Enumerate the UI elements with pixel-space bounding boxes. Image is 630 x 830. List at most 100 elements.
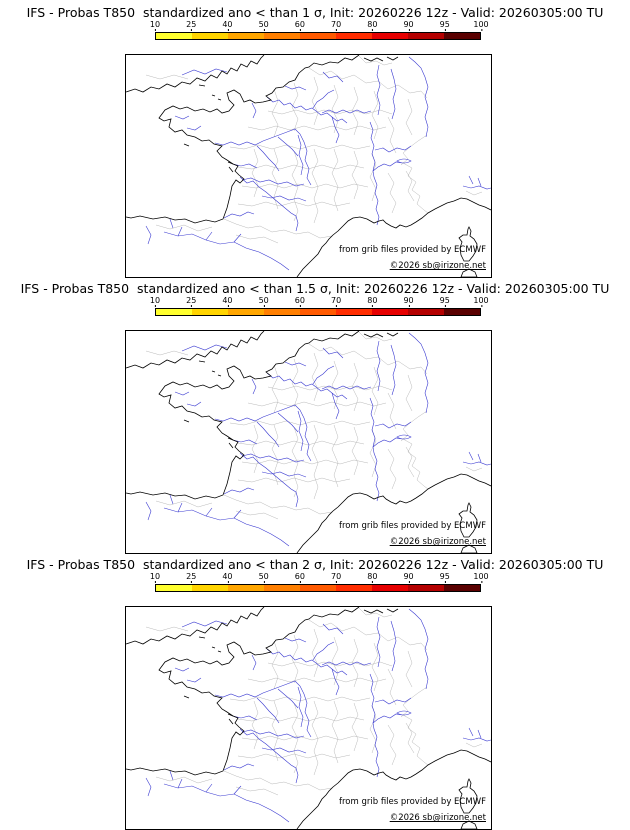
colorbar-ticks: 10 25 40 50 60 70 80 90 95 100: [150, 572, 489, 583]
colorbar-tick-label: 95: [439, 296, 450, 307]
colorbar-tick-label: 70: [331, 296, 342, 307]
river-path-southwest: [223, 728, 307, 784]
coastlines-group: [126, 607, 491, 829]
colorbar-segment: [156, 585, 192, 591]
france-map: [126, 55, 491, 277]
coastline-england: [126, 607, 265, 645]
colorbar-ticks: 10 25 40 50 60 70 80 90 95 100: [150, 296, 489, 307]
rivers-group: [145, 56, 491, 271]
france-map: [126, 607, 491, 829]
ecmwf-credit-text: from grib files provided by ECMWF: [339, 521, 486, 531]
colorbar-tick-label: 10: [149, 20, 161, 31]
forecast-panel-2sigma: IFS - Probas T850 standardized ano < tha…: [0, 552, 630, 830]
colorbar-tick-label: 90: [403, 296, 414, 307]
colorbar-segment: [192, 309, 228, 315]
river-path-rhone: [369, 673, 412, 778]
copyright-text: ©2026 sb@irizone.net: [389, 813, 486, 823]
colorbar-segment: [156, 33, 192, 39]
coastlines-group: [126, 331, 491, 553]
colorbar-segment: [228, 309, 264, 315]
colorbar-segment: [444, 33, 480, 39]
forecast-panel-1sigma: IFS - Probas T850 standardized ano < tha…: [0, 0, 630, 278]
river-path-loire: [174, 391, 312, 462]
colorbar-bar: [155, 584, 481, 592]
colorbar-tick-label: 95: [439, 20, 450, 31]
colorbar-tick-label: 40: [222, 572, 233, 583]
colorbar-segment: [372, 585, 408, 591]
colorbar-tick-label: 40: [222, 296, 233, 307]
admin-borders-group: [145, 55, 483, 244]
admin-borders-group: [145, 607, 483, 796]
panel-title: IFS - Probas T850 standardized ano < tha…: [20, 281, 610, 296]
colorbar-segment: [336, 33, 372, 39]
colorbar-segment: [264, 33, 300, 39]
france-map: [126, 331, 491, 553]
coastline-atlantic: [126, 55, 360, 224]
admin-borders-group: [145, 331, 483, 520]
river-path-north: [251, 332, 429, 420]
colorbar-ticks: 10 25 40 50 60 70 80 90 95 100: [150, 20, 489, 31]
colorbar-legend: 10 25 40 50 60 70 80 90 95 100: [150, 20, 489, 40]
colorbar-tick-label: 25: [186, 296, 197, 307]
colorbar-segment: [336, 585, 372, 591]
map-frame: from grib files provided by ECMWF ©2026 …: [125, 54, 492, 278]
department-border-path: [251, 352, 415, 500]
neighbor-border-path: [145, 607, 483, 796]
colorbar-tick-label: 50: [258, 20, 269, 31]
coastline-mediterranean: [296, 197, 491, 277]
department-border-path: [229, 385, 393, 483]
colorbar-segment: [372, 33, 408, 39]
colorbar-segment: [408, 585, 444, 591]
colorbar-segment: [228, 585, 264, 591]
coastline-islands: [183, 56, 478, 277]
copyright-text: ©2026 sb@irizone.net: [389, 537, 486, 547]
country-border-path: [223, 619, 429, 791]
coastline-atlantic: [126, 331, 360, 500]
panel-title: IFS - Probas T850 standardized ano < tha…: [26, 5, 604, 20]
coastline-england: [126, 331, 265, 369]
colorbar-segment: [336, 309, 372, 315]
department-border-path: [229, 109, 393, 207]
colorbar-tick-label: 70: [331, 572, 342, 583]
colorbar-segment: [300, 33, 336, 39]
ecmwf-credit-text: from grib files provided by ECMWF: [339, 797, 486, 807]
map-slot: [126, 55, 491, 277]
coastlines-group: [126, 55, 491, 277]
coastline-mediterranean: [296, 749, 491, 829]
colorbar-segment: [228, 33, 264, 39]
river-path-north: [251, 608, 429, 696]
colorbar-segment: [264, 309, 300, 315]
colorbar-segment: [300, 309, 336, 315]
colorbar-tick-label: 60: [294, 572, 305, 583]
coastline-mediterranean: [296, 473, 491, 553]
colorbar-bar: [155, 308, 481, 316]
coastline-islands: [183, 608, 478, 829]
colorbar-tick-label: 95: [439, 572, 450, 583]
river-path-loire: [174, 667, 312, 738]
colorbar-segment: [192, 585, 228, 591]
rivers-group: [145, 332, 491, 547]
colorbar-tick-label: 50: [258, 296, 269, 307]
map-frame: from grib files provided by ECMWF ©2026 …: [125, 330, 492, 554]
river-path-foreign: [145, 344, 491, 547]
colorbar-segment: [408, 33, 444, 39]
colorbar-tick-label: 40: [222, 20, 233, 31]
department-border-path: [251, 628, 415, 776]
colorbar-segment: [444, 309, 480, 315]
department-border-path: [229, 661, 393, 759]
colorbar-tick-label: 10: [149, 572, 161, 583]
river-path-foreign: [145, 620, 491, 823]
neighbor-border-path: [145, 55, 483, 244]
colorbar-segment: [372, 309, 408, 315]
colorbar-tick-label: 90: [403, 20, 414, 31]
country-border-path: [223, 343, 429, 515]
colorbar-tick-label: 80: [367, 20, 378, 31]
colorbar-legend: 10 25 40 50 60 70 80 90 95 100: [150, 296, 489, 316]
coastline-england: [126, 55, 265, 93]
river-path-north: [251, 56, 429, 144]
panel-title: IFS - Probas T850 standardized ano < tha…: [26, 557, 604, 572]
colorbar-segment: [408, 309, 444, 315]
neighbor-border-path: [145, 331, 483, 520]
colorbar-tick-label: 100: [473, 572, 489, 583]
colorbar-tick-label: 70: [331, 20, 342, 31]
